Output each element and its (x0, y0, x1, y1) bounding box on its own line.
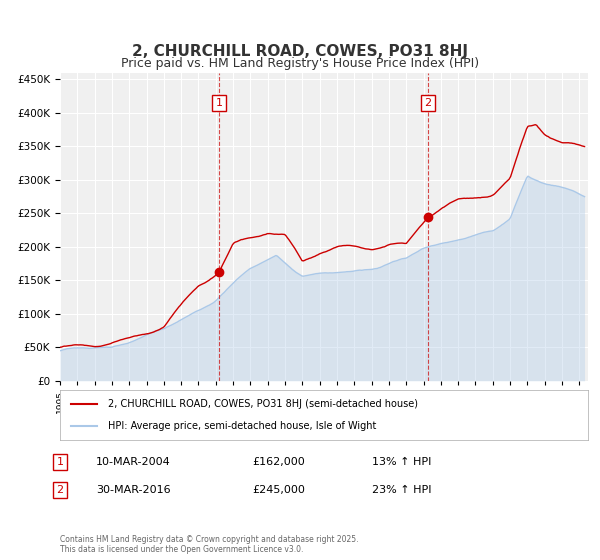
Text: 1: 1 (215, 98, 223, 108)
Text: 2, CHURCHILL ROAD, COWES, PO31 8HJ: 2, CHURCHILL ROAD, COWES, PO31 8HJ (132, 44, 468, 59)
Text: Price paid vs. HM Land Registry's House Price Index (HPI): Price paid vs. HM Land Registry's House … (121, 57, 479, 70)
Text: 2: 2 (424, 98, 431, 108)
Text: 2: 2 (56, 485, 64, 495)
Text: Contains HM Land Registry data © Crown copyright and database right 2025.
This d: Contains HM Land Registry data © Crown c… (60, 535, 359, 554)
Text: 2, CHURCHILL ROAD, COWES, PO31 8HJ (semi-detached house): 2, CHURCHILL ROAD, COWES, PO31 8HJ (semi… (107, 399, 418, 409)
Text: 23% ↑ HPI: 23% ↑ HPI (372, 485, 431, 495)
Text: 10-MAR-2004: 10-MAR-2004 (96, 457, 171, 467)
Text: 30-MAR-2016: 30-MAR-2016 (96, 485, 170, 495)
Text: HPI: Average price, semi-detached house, Isle of Wight: HPI: Average price, semi-detached house,… (107, 421, 376, 431)
Text: 13% ↑ HPI: 13% ↑ HPI (372, 457, 431, 467)
Text: £245,000: £245,000 (252, 485, 305, 495)
Text: 1: 1 (56, 457, 64, 467)
Text: £162,000: £162,000 (252, 457, 305, 467)
